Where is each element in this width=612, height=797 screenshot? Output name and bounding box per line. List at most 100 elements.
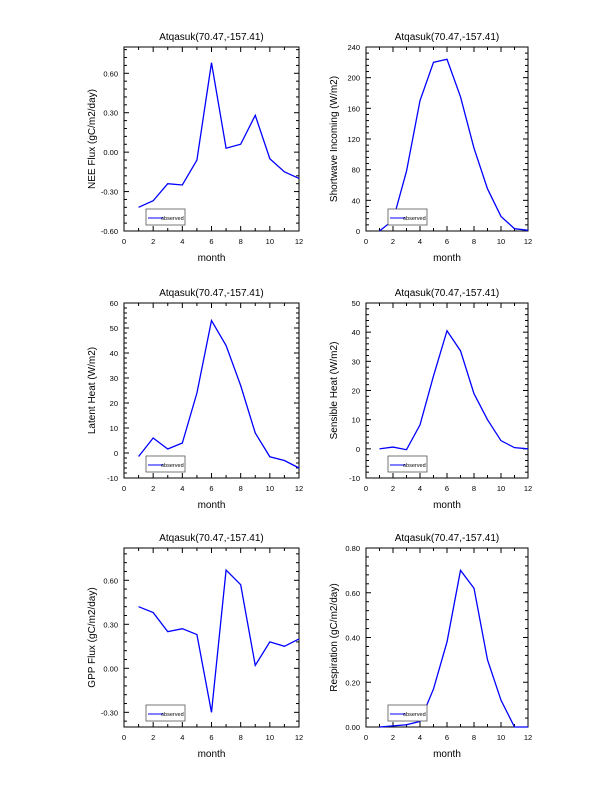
x-tick-label: 0	[364, 237, 368, 246]
y-tick-label: 0.30	[103, 620, 118, 629]
x-tick-label: 2	[151, 237, 155, 246]
chart-title: Atqasuk(70.47,-157.41)	[159, 32, 264, 43]
x-tick-label: 0	[122, 484, 126, 493]
chart-title: Atqasuk(70.47,-157.41)	[395, 533, 500, 544]
x-axis-label: month	[433, 253, 461, 264]
y-tick-label: 0.00	[103, 148, 118, 157]
y-tick-label: 20	[352, 387, 360, 396]
plot-frame	[124, 303, 299, 478]
x-tick-label: 10	[266, 237, 274, 246]
series-line-observed	[139, 570, 299, 712]
y-axis-label: Sensible Heat (W/m2)	[329, 342, 340, 440]
x-tick-label: 10	[497, 733, 505, 742]
y-axis-label: NEE Flux (gC/m2/day)	[87, 89, 98, 189]
x-axis-label: month	[198, 749, 226, 760]
y-tick-label: 0.60	[103, 576, 118, 585]
y-tick-label: 0	[356, 445, 360, 454]
chart-title: Atqasuk(70.47,-157.41)	[395, 288, 500, 299]
series-line-observed	[139, 63, 299, 208]
y-tick-label: 200	[347, 74, 360, 83]
y-tick-label: 0.60	[345, 589, 360, 598]
y-tick-label: -0.30	[101, 708, 118, 717]
x-tick-label: 4	[418, 237, 422, 246]
x-tick-label: 4	[418, 733, 422, 742]
plot-frame	[366, 47, 528, 231]
y-tick-label: 240	[347, 43, 360, 52]
y-tick-label: 40	[352, 196, 360, 205]
panel-2: Atqasuk(70.47,-157.41) month Shortwave Inc…	[329, 32, 532, 264]
x-tick-label: 10	[497, 484, 505, 493]
x-tick-label: 2	[151, 733, 155, 742]
y-tick-label: 20	[110, 399, 118, 408]
x-tick-label: 2	[151, 484, 155, 493]
plot-frame	[366, 548, 528, 727]
y-tick-label: 80	[352, 166, 360, 175]
y-tick-label: -10	[107, 474, 118, 483]
y-tick-label: 50	[110, 324, 118, 333]
x-tick-label: 12	[524, 237, 532, 246]
y-tick-label: 50	[352, 299, 360, 308]
y-tick-label: 40	[352, 328, 360, 337]
y-axis-label: Shortwave Incoming (W/m2)	[329, 76, 340, 202]
y-tick-label: 0.00	[345, 723, 360, 732]
y-tick-label: 0.80	[345, 544, 360, 553]
x-tick-label: 4	[180, 237, 184, 246]
y-tick-label: 0.00	[103, 664, 118, 673]
x-tick-label: 12	[295, 237, 303, 246]
y-tick-label: 0.20	[345, 678, 360, 687]
x-tick-label: 6	[209, 484, 213, 493]
x-tick-label: 6	[209, 733, 213, 742]
x-tick-label: 4	[180, 484, 184, 493]
y-tick-label: 10	[110, 424, 118, 433]
y-tick-label: -0.30	[101, 188, 118, 197]
y-tick-label: 0	[114, 449, 118, 458]
x-tick-label: 0	[364, 484, 368, 493]
plot-frame	[124, 47, 299, 231]
x-tick-label: 0	[122, 733, 126, 742]
series-line-observed	[139, 321, 299, 469]
panel-5: Atqasuk(70.47,-157.41) month GPP Flux (gC/…	[87, 533, 303, 760]
x-tick-label: 8	[239, 237, 243, 246]
x-tick-label: 0	[364, 733, 368, 742]
x-axis-label: month	[198, 253, 226, 264]
legend-label: observed	[161, 216, 184, 222]
x-tick-label: 8	[239, 733, 243, 742]
x-tick-label: 8	[472, 733, 476, 742]
x-tick-label: 4	[180, 733, 184, 742]
x-tick-label: 2	[391, 484, 395, 493]
y-axis-label: GPP Flux (gC/m2/day)	[87, 587, 98, 687]
plot-frame	[366, 303, 528, 478]
x-tick-label: 12	[524, 484, 532, 493]
x-tick-label: 6	[445, 733, 449, 742]
x-tick-label: 6	[445, 484, 449, 493]
panel-1: Atqasuk(70.47,-157.41) month NEE Flux (gC/…	[87, 32, 303, 264]
y-tick-label: 40	[110, 349, 118, 358]
y-axis-label: Latent Heat (W/m2)	[87, 347, 98, 434]
y-tick-label: 120	[347, 135, 360, 144]
chart-title: Atqasuk(70.47,-157.41)	[159, 288, 264, 299]
legend-label: observed	[403, 712, 426, 718]
x-tick-label: 12	[295, 484, 303, 493]
y-tick-label: 160	[347, 104, 360, 113]
x-axis-label: month	[433, 500, 461, 511]
legend-label: observed	[161, 463, 184, 469]
series-line-observed	[380, 331, 529, 450]
legend-label: observed	[161, 712, 184, 718]
y-tick-label: -10	[349, 474, 360, 483]
x-tick-label: 6	[209, 237, 213, 246]
y-tick-label: 30	[352, 357, 360, 366]
x-tick-label: 6	[445, 237, 449, 246]
x-tick-label: 10	[266, 733, 274, 742]
y-tick-label: 30	[110, 374, 118, 383]
y-tick-label: -0.60	[101, 227, 118, 236]
y-tick-label: 60	[110, 299, 118, 308]
legend-label: observed	[403, 216, 426, 222]
y-axis-label: Respiration (gC/m2/day)	[329, 583, 340, 691]
chart-title: Atqasuk(70.47,-157.41)	[395, 32, 500, 43]
chart-title: Atqasuk(70.47,-157.41)	[159, 533, 264, 544]
x-tick-label: 10	[266, 484, 274, 493]
y-tick-label: 0	[356, 227, 360, 236]
y-tick-label: 0.40	[345, 634, 360, 643]
